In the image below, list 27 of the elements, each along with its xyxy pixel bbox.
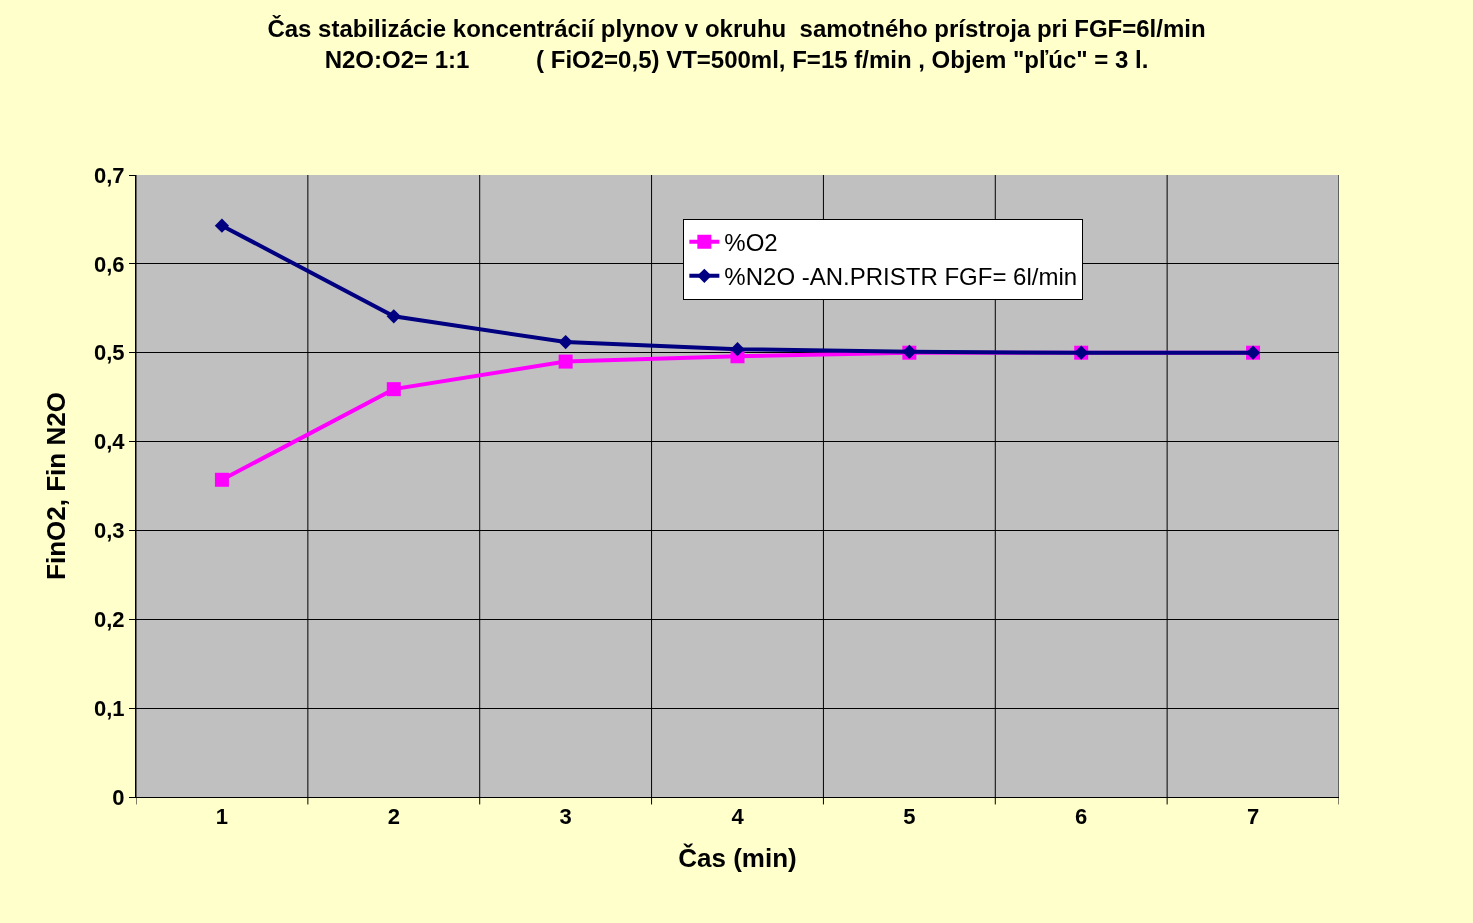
y-tick-label: 0	[112, 784, 125, 810]
x-tick-label: 2	[387, 804, 400, 830]
x-tick-label: 3	[559, 804, 572, 830]
y-tick-label: 0,4	[94, 429, 126, 455]
y-tick-label: 0,7	[94, 162, 125, 188]
point	[386, 382, 401, 397]
x-tick-label: 4	[731, 804, 745, 830]
legend-label: %O2	[724, 229, 778, 256]
point	[558, 354, 573, 369]
y-tick-label: 0,3	[94, 518, 125, 544]
y-tick-label: 0,5	[94, 340, 125, 366]
point	[558, 334, 573, 350]
x-tick-label: 6	[1075, 804, 1088, 830]
x-axis-title: Čas (min)	[678, 843, 797, 874]
y-tick-label: 0,1	[94, 695, 125, 721]
y-tick-label: 0,2	[94, 606, 125, 632]
x-tick-label: 1	[215, 804, 229, 830]
legend-label: %N2O -AN.PRISTR FGF= 6l/min	[724, 263, 1078, 291]
y-axis-title: FinO2, Fin N2O	[41, 392, 72, 580]
chart-title: Čas stabilizácie koncentrácií plynov v okruhu samotného prístroja pri FGF=6l/min N2O:O2= 1:1 ( FiO2=0,5) VT=500ml, F=15 f/min , Objem "pľúc" = 3 l.	[267, 14, 1206, 74]
point	[730, 342, 745, 357]
point	[214, 472, 229, 487]
y-tick-label: 0,6	[94, 251, 125, 277]
x-tick-label: 5	[903, 804, 916, 830]
point	[214, 218, 230, 233]
x-tick-label: 7	[1246, 804, 1260, 830]
point	[386, 309, 401, 324]
